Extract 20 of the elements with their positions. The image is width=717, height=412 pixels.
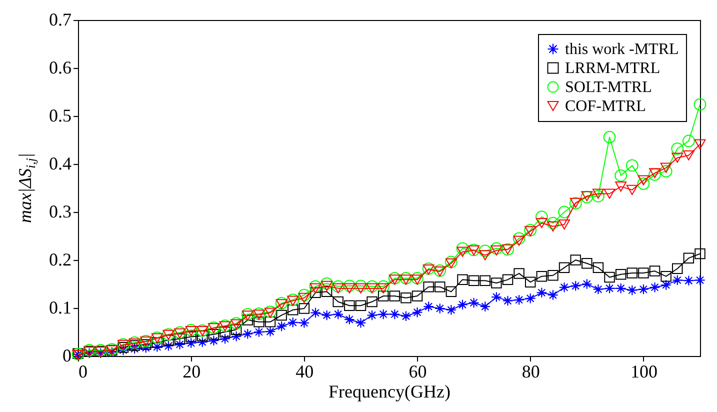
y-axis-title: max|ΔSi,j| <box>15 153 38 223</box>
x-tick-label: 40 <box>296 362 314 382</box>
x-tick-label: 80 <box>522 362 540 382</box>
legend-label: SOLT-MTRL <box>565 79 652 96</box>
y-tick-label: 0.1 <box>49 298 72 318</box>
x-tick-label: 100 <box>630 362 658 382</box>
y-tick-label: 0.4 <box>49 154 72 174</box>
y-tick-label: 0.7 <box>49 10 72 30</box>
legend-label: this work -MTRL <box>565 41 679 58</box>
x-tick-label: 20 <box>182 362 201 382</box>
y-tick-label: 0.3 <box>49 202 72 222</box>
legend-label: LRRM-MTRL <box>565 60 660 77</box>
x-tick-label: 0 <box>78 362 88 382</box>
x-tick-label: 60 <box>408 362 427 382</box>
y-tick-label: 0.2 <box>49 250 72 270</box>
y-tick-label: 0.6 <box>49 58 72 78</box>
x-axis-title: Frequency(GHz) <box>328 382 450 402</box>
legend-label: COF-MTRL <box>565 98 646 115</box>
y-tick-label: 0.5 <box>49 106 72 126</box>
y-tick-label: 0 <box>62 346 72 366</box>
